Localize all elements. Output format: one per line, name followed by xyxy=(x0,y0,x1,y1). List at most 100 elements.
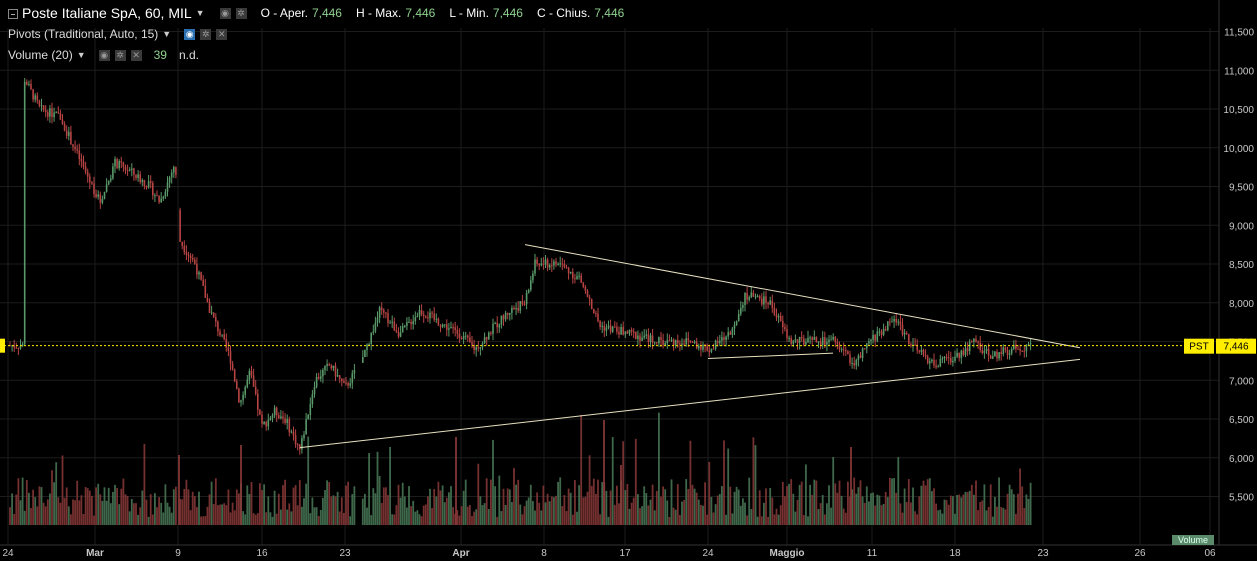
candle-body xyxy=(296,444,299,446)
candle-body xyxy=(47,112,49,117)
candle-body xyxy=(492,323,494,334)
volume-bar xyxy=(424,504,427,525)
candle-body xyxy=(912,344,914,346)
volume-bar xyxy=(830,507,832,525)
candle-body xyxy=(895,318,897,323)
volume-bar xyxy=(410,506,412,525)
volume-bar xyxy=(366,507,368,525)
candle-body xyxy=(370,332,372,345)
volume-bar xyxy=(483,503,486,525)
close-icon[interactable]: ✕ xyxy=(130,49,142,61)
volume-bar xyxy=(590,485,593,525)
candle-body xyxy=(880,331,883,335)
candle-body xyxy=(95,194,97,197)
volume-bar xyxy=(63,497,66,525)
volume-bar xyxy=(187,489,190,525)
volume-bar xyxy=(716,495,719,525)
chevron-down-icon[interactable]: ▼ xyxy=(195,8,205,18)
candle-body xyxy=(51,108,53,118)
candle-body xyxy=(162,196,165,199)
time-axis[interactable]: 24 Mar 9 16 23 Apr 8 17 24 Maggio 11 18 23 26 06 xyxy=(0,544,1257,559)
candle-body xyxy=(897,321,900,323)
settings-icon[interactable]: ✲ xyxy=(200,28,212,40)
candle-body xyxy=(118,161,120,169)
volume-bar xyxy=(880,505,883,525)
volume-bar xyxy=(674,509,677,525)
settings-icon[interactable]: ✲ xyxy=(235,7,247,19)
volume-bar xyxy=(160,502,163,525)
collapse-icon[interactable] xyxy=(8,9,18,19)
chevron-down-icon[interactable]: ▼ xyxy=(162,29,172,39)
volume-bar xyxy=(137,514,139,525)
volume-bar xyxy=(91,495,93,525)
candle-body xyxy=(536,259,538,265)
volume-bar xyxy=(809,484,811,525)
pivots-label[interactable]: Pivots (Traditional, Auto, 15) xyxy=(8,27,159,41)
volume-bar xyxy=(179,498,181,525)
candle-body xyxy=(887,321,889,331)
volume-label[interactable]: Volume (20) xyxy=(8,48,73,62)
close-icon[interactable]: ✕ xyxy=(216,28,228,40)
volume-bar xyxy=(647,505,650,525)
candle-body xyxy=(945,356,948,358)
visibility-icon[interactable]: ◉ xyxy=(219,7,231,19)
candle-body xyxy=(941,358,944,360)
candle-body xyxy=(937,366,939,368)
candle-body xyxy=(532,273,534,281)
volume-bar xyxy=(994,496,996,525)
visibility-icon[interactable]: ◉ xyxy=(98,49,110,61)
volume-bar xyxy=(256,513,259,525)
candle-body xyxy=(488,332,490,340)
candle-body xyxy=(280,416,282,419)
volume-bar xyxy=(1025,494,1028,525)
candle-body xyxy=(303,434,305,439)
settings-icon[interactable]: ✲ xyxy=(114,49,126,61)
volume-bar xyxy=(235,489,238,525)
volume-bar xyxy=(548,501,551,525)
volume-bar xyxy=(834,483,837,525)
candle-body xyxy=(744,292,746,306)
candle-body xyxy=(874,334,876,341)
candle-body xyxy=(695,341,698,349)
volume-bar xyxy=(181,499,184,525)
volume-bar xyxy=(555,495,557,525)
candle-body xyxy=(145,185,148,188)
candle-body xyxy=(462,336,465,339)
candle-body xyxy=(351,373,354,384)
price-axis[interactable]: 11,500 11,000 10,500 10,000 9,500 9,000 8,500 8… xyxy=(1218,0,1254,545)
candle-body xyxy=(393,321,396,331)
candle-body xyxy=(240,400,242,403)
candle-body xyxy=(517,307,519,311)
candle-body xyxy=(557,264,559,266)
candle-body xyxy=(164,191,167,197)
candle-body xyxy=(689,340,692,342)
volume-bar xyxy=(832,456,835,525)
volume-bar xyxy=(23,510,26,525)
candle-body xyxy=(765,296,767,303)
chevron-down-icon[interactable]: ▼ xyxy=(76,50,86,60)
candle-body xyxy=(784,327,786,330)
candle-body xyxy=(406,322,408,326)
candle-body xyxy=(389,322,391,324)
candle-body xyxy=(99,194,102,203)
volume-bar xyxy=(813,479,816,525)
volume-bar xyxy=(135,503,137,525)
candle-body xyxy=(101,198,104,203)
candle-body xyxy=(987,348,990,356)
candle-body xyxy=(935,365,937,368)
candle-body xyxy=(857,355,860,360)
candle-body xyxy=(796,339,799,343)
volume-bar xyxy=(233,510,236,525)
volume-bar xyxy=(819,503,822,525)
symbol-title[interactable]: Poste Italiane SpA, 60, MIL xyxy=(22,5,192,21)
candle-body xyxy=(683,343,685,345)
visibility-icon[interactable]: ◉ xyxy=(184,28,196,40)
candle-body xyxy=(326,364,328,367)
volume-bar xyxy=(941,513,944,525)
volume-bar xyxy=(580,414,583,525)
candle-body xyxy=(210,312,213,314)
candle-body xyxy=(116,159,118,169)
candle-body xyxy=(431,312,433,314)
volume-bar xyxy=(437,481,440,525)
